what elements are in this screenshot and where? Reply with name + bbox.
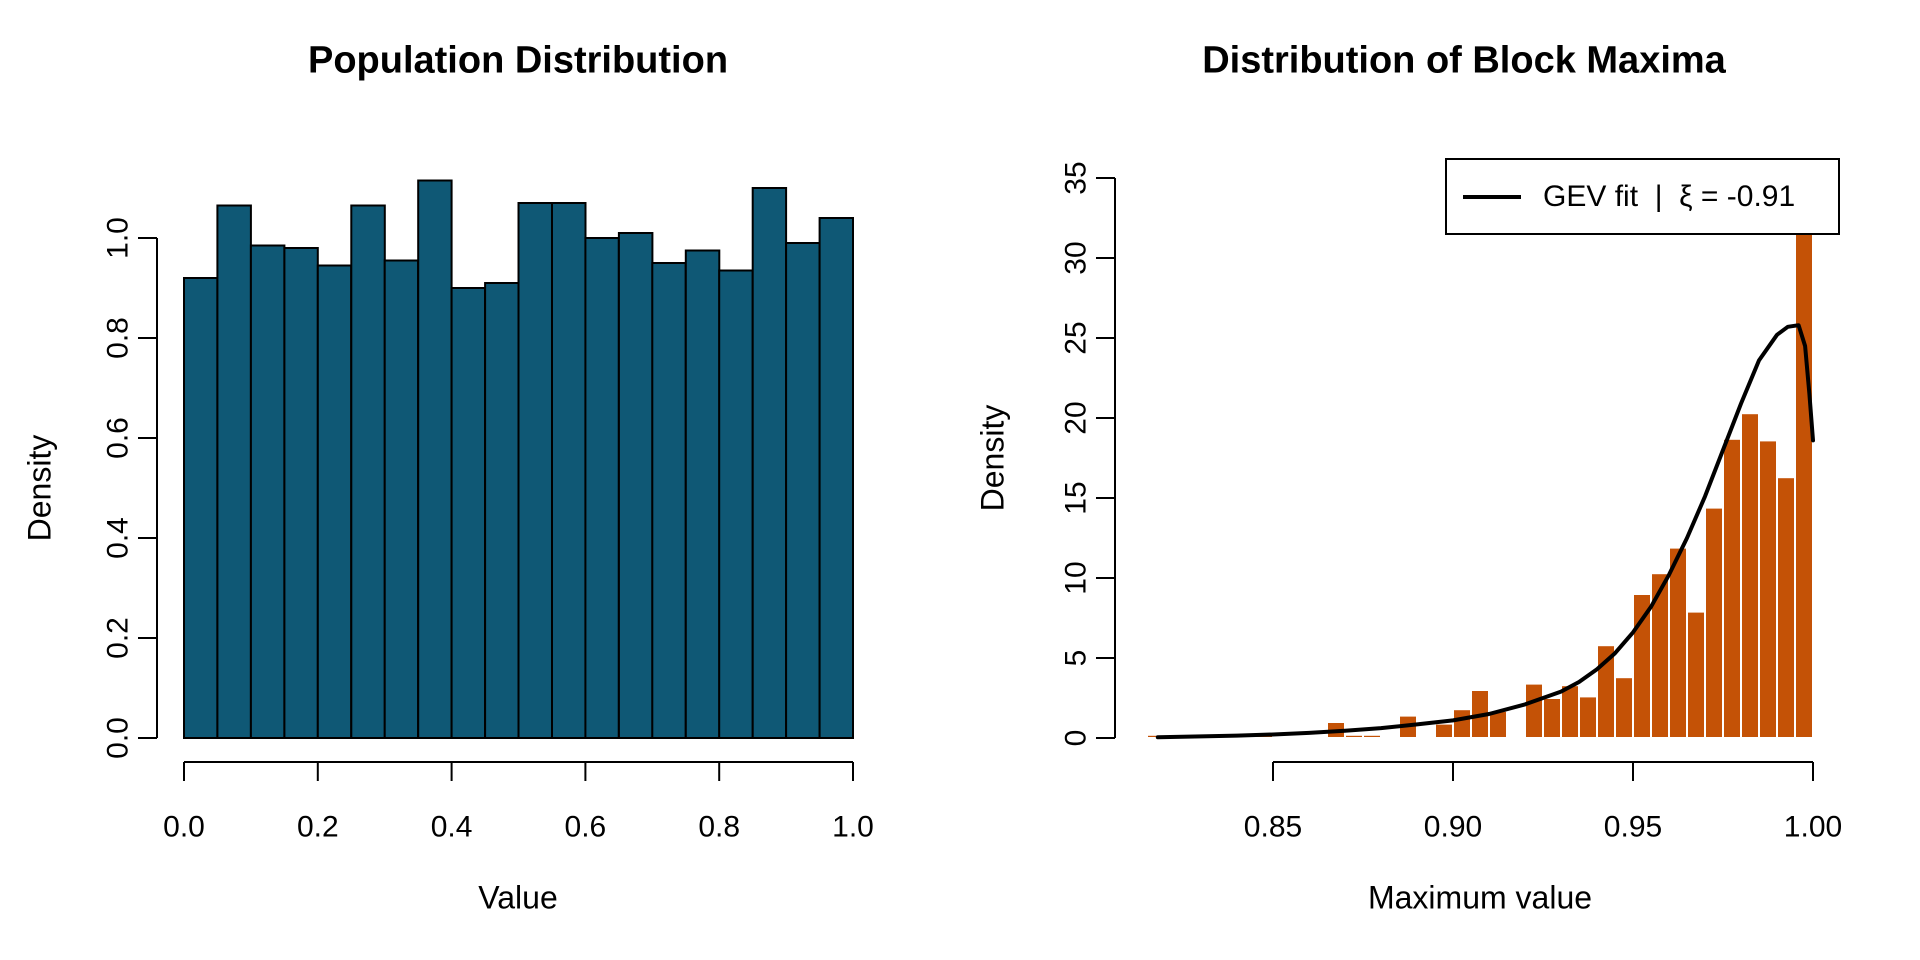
histogram-bar — [584, 237, 620, 739]
histogram-bar — [1434, 722, 1454, 739]
x-axis: 0.0 0.2 0.4 0.6 0.8 1.0 — [163, 761, 874, 844]
histogram-bar — [383, 259, 420, 739]
x-tick-label: 1.0 — [832, 811, 874, 844]
legend-box: GEV fit | ξ = -0.91 — [1445, 158, 1840, 235]
x-tick-label: 0.8 — [698, 811, 740, 844]
y-tick-label: 0.0 — [102, 717, 135, 759]
histogram-bar — [1362, 733, 1382, 739]
gev-fit-curve — [1155, 323, 1815, 740]
histogram-bar — [1686, 610, 1706, 739]
histogram-bar — [1650, 572, 1670, 740]
right-x-axis-title: Maximum value — [1367, 879, 1593, 916]
histogram-bar — [1542, 697, 1562, 739]
left-x-axis-title: Value — [478, 879, 558, 916]
right-plot: 0 5 10 15 20 25 30 35 0.85 0.90 0.95 1.00 — [1060, 161, 1843, 843]
x-tick-label: 0.90 — [1424, 811, 1482, 844]
histogram-bar — [1452, 708, 1472, 740]
histogram-bar — [818, 217, 854, 739]
y-axis: 0.0 0.2 0.4 0.6 0.8 1.0 — [102, 217, 158, 759]
y-tick-label: 0 — [1060, 730, 1093, 747]
histogram-bar — [684, 249, 721, 739]
histogram-bar — [183, 277, 219, 739]
histogram-bar — [651, 262, 687, 739]
y-tick-label: 15 — [1060, 481, 1093, 514]
histogram-bar — [1560, 684, 1580, 740]
histogram-bar — [785, 242, 821, 739]
y-tick-label: 0.6 — [102, 417, 135, 459]
y-tick-label: 35 — [1060, 161, 1093, 194]
x-tick-label: 0.85 — [1244, 811, 1302, 844]
histogram-bar — [283, 247, 319, 739]
left-plot: 0.0 0.2 0.4 0.6 0.8 1.0 0.0 0.2 0.4 0.6 0.8 1.0 — [102, 179, 874, 844]
y-tick-label: 0.4 — [102, 517, 135, 559]
histogram-bar — [1578, 695, 1598, 740]
x-tick-label: 1.00 — [1784, 811, 1842, 844]
histogram-bar — [617, 232, 654, 739]
y-tick-label: 1.0 — [102, 217, 135, 259]
right-y-axis-title: Density — [974, 404, 1011, 512]
y-tick-label: 0.2 — [102, 617, 135, 659]
histogram-bar — [1740, 412, 1760, 739]
y-tick-label: 10 — [1060, 561, 1093, 594]
histogram-bar — [1794, 233, 1814, 739]
histogram-bar — [417, 179, 453, 739]
left-y-axis-title: Density — [21, 434, 58, 542]
histogram-bar — [1776, 476, 1796, 739]
histogram-bar — [216, 204, 252, 739]
histogram-bar — [450, 287, 487, 739]
y-tick-label: 20 — [1060, 401, 1093, 434]
x-tick-label: 0.2 — [297, 811, 339, 844]
histogram-bar — [718, 269, 754, 739]
y-axis: 0 5 10 15 20 25 30 35 — [1060, 161, 1116, 746]
x-tick-label: 0.6 — [565, 811, 607, 844]
y-tick-label: 0.8 — [102, 317, 135, 359]
histogram-bar — [1704, 506, 1724, 739]
left-plot-title: Population Distribution — [307, 39, 729, 82]
x-tick-label: 0.4 — [431, 811, 473, 844]
histogram-bar — [751, 187, 788, 739]
histogram-bar — [1344, 733, 1364, 739]
x-tick-label: 0.0 — [163, 811, 205, 844]
histogram-bar — [1758, 439, 1778, 739]
histogram-bar — [484, 282, 520, 739]
histogram-bar — [1524, 682, 1544, 739]
legend-label: GEV fit | ξ = -0.91 — [1543, 179, 1796, 213]
y-tick-label: 25 — [1060, 321, 1093, 354]
histogram-bar — [551, 202, 587, 739]
y-tick-label: 30 — [1060, 241, 1093, 274]
histogram-bar — [1614, 676, 1634, 740]
right-plot-title: Distribution of Block Maxima — [1202, 39, 1726, 82]
histogram-bar — [517, 202, 553, 739]
histogram-bar — [1722, 437, 1742, 739]
histogram-bar — [1668, 546, 1688, 739]
histogram-bars — [183, 179, 854, 739]
x-axis: 0.85 0.90 0.95 1.00 — [1244, 761, 1842, 844]
y-tick-label: 5 — [1060, 650, 1093, 667]
gev-fit-line-sample — [1463, 194, 1521, 199]
histogram-bar — [1632, 593, 1652, 739]
histogram-bar — [249, 244, 286, 739]
histogram-bar — [350, 204, 386, 739]
x-tick-label: 0.95 — [1604, 811, 1662, 844]
histogram-bars — [1146, 233, 1814, 740]
histogram-bar — [316, 264, 353, 739]
